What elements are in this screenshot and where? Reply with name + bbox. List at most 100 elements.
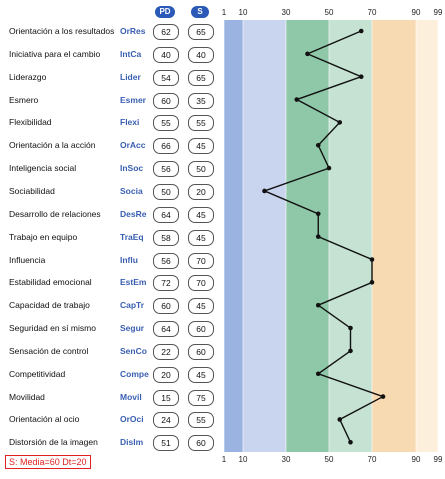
- point-Compe: [315, 371, 321, 377]
- band-50-70: [329, 20, 372, 452]
- trait-name: Trabajo en equipo: [9, 231, 78, 242]
- s-column-header: S: [191, 6, 209, 18]
- point-IntCa: [305, 51, 310, 57]
- pd-value: 22: [153, 343, 179, 360]
- point-OrAcc: [315, 142, 321, 148]
- point-OrOci: [337, 417, 343, 422]
- trait-row: Movilidad Movil 15 75: [0, 389, 220, 408]
- trait-name: Esmero: [9, 94, 39, 105]
- s-value: 55: [188, 412, 214, 429]
- top-tick-90: 90: [411, 8, 421, 17]
- top-tick-99: 99: [433, 8, 443, 17]
- s-value: 45: [188, 366, 214, 383]
- band-10-30: [243, 20, 286, 452]
- pd-value: 60: [153, 92, 179, 109]
- trait-name: Seguridad en sí mismo: [9, 323, 96, 334]
- pd-value: 20: [153, 366, 179, 383]
- top-tick-30: 30: [281, 8, 291, 17]
- scale-note: S: Media=60 Dt=20: [5, 455, 91, 469]
- trait-name: Iniciativa para el cambio: [9, 48, 101, 59]
- s-value: 60: [188, 321, 214, 338]
- point-Influ: [369, 257, 375, 262]
- top-tick-1: 1: [221, 8, 227, 17]
- band-30-50: [286, 20, 329, 452]
- s-value: 65: [188, 69, 214, 86]
- pd-column-header: PD: [155, 6, 175, 18]
- trait-name: Sensación de control: [9, 345, 89, 356]
- trait-code: Movil: [120, 391, 142, 402]
- pd-value: 64: [153, 321, 179, 338]
- trait-code: CapTr: [120, 300, 145, 311]
- trait-row: Desarrollo de relaciones DesRe 64 45: [0, 206, 220, 225]
- pd-value: 55: [153, 115, 179, 132]
- point-InSoc: [326, 165, 332, 171]
- trait-code: InSoc: [120, 163, 144, 174]
- pd-value: 51: [153, 435, 179, 452]
- point-DisIm: [348, 440, 353, 445]
- trait-row: Sensación de control SenCo 22 60: [0, 343, 220, 362]
- s-value: 55: [188, 115, 214, 132]
- percentile-bands: [224, 20, 438, 452]
- trait-row: Estabilidad emocional EstEm 72 70: [0, 275, 220, 293]
- s-value: 60: [188, 343, 214, 360]
- trait-name: Estabilidad emocional: [9, 277, 92, 288]
- trait-code: OrOci: [120, 414, 144, 425]
- trait-name: Competitividad: [9, 368, 66, 379]
- trait-code: SenCo: [120, 345, 147, 356]
- trait-row: Competitividad Compe 20 45: [0, 366, 220, 385]
- s-value: 70: [188, 252, 214, 269]
- trait-name: Movilidad: [9, 391, 45, 402]
- s-value: 75: [188, 389, 214, 406]
- trait-row: Capacidad de trabajo CapTr 60 45: [0, 298, 220, 316]
- pd-value: 40: [153, 46, 179, 63]
- s-value: 35: [188, 92, 214, 109]
- trait-code: DisIm: [120, 437, 144, 448]
- trait-name: Orientación a la acción: [9, 140, 96, 151]
- s-value: 20: [188, 183, 214, 200]
- pd-value: 62: [153, 24, 179, 40]
- bottom-tick-10: 10: [238, 455, 248, 464]
- top-tick-70: 70: [367, 8, 377, 17]
- top-tick-50: 50: [324, 8, 334, 17]
- bottom-tick-50: 50: [324, 455, 334, 464]
- trait-name: Distorsión de la imagen: [9, 437, 98, 448]
- trait-code: Influ: [120, 254, 138, 265]
- trait-row: Influencia Influ 56 70: [0, 252, 220, 271]
- trait-code: IntCa: [120, 48, 142, 59]
- pd-value: 66: [153, 138, 179, 155]
- trait-code: Socia: [120, 185, 143, 196]
- band-1-10: [224, 20, 243, 452]
- s-value: 45: [188, 206, 214, 223]
- band-gridlines: [223, 20, 439, 452]
- trait-name: Capacidad de trabajo: [9, 300, 90, 311]
- trait-row: Sociabilidad Socia 50 20: [0, 183, 220, 202]
- trait-code: Esmer: [120, 94, 146, 105]
- point-TraEq: [315, 234, 321, 239]
- s-value: 60: [188, 435, 214, 452]
- trait-row: Distorsión de la imagen DisIm 51 60: [0, 435, 220, 453]
- bottom-tick-1: 1: [221, 455, 227, 464]
- point-Movil: [380, 394, 386, 399]
- trait-code: Compe: [120, 368, 149, 379]
- trait-code: OrAcc: [120, 140, 146, 151]
- pd-value: 24: [153, 412, 179, 429]
- trait-name: Inteligencia social: [9, 163, 77, 174]
- trait-code: Flexi: [120, 117, 140, 128]
- trait-code: EstEm: [120, 277, 147, 288]
- trait-row: Trabajo en equipo TraEq 58 45: [0, 229, 220, 248]
- s-value: 45: [188, 229, 214, 246]
- trait-row: Iniciativa para el cambio IntCa 40 40: [0, 46, 220, 65]
- trait-row: Orientación a los resultados OrRes 62 65: [0, 24, 220, 42]
- point-SenCo: [348, 348, 353, 354]
- pd-value: 50: [153, 183, 179, 200]
- s-value: 50: [188, 161, 214, 178]
- trait-code: TraEq: [120, 231, 144, 242]
- s-value: 70: [188, 275, 214, 292]
- trait-name: Influencia: [9, 254, 46, 265]
- s-value: 65: [188, 24, 214, 40]
- s-value: 45: [188, 138, 214, 155]
- bottom-tick-90: 90: [411, 455, 421, 464]
- trait-code: Segur: [120, 323, 145, 334]
- point-Socia: [262, 188, 267, 194]
